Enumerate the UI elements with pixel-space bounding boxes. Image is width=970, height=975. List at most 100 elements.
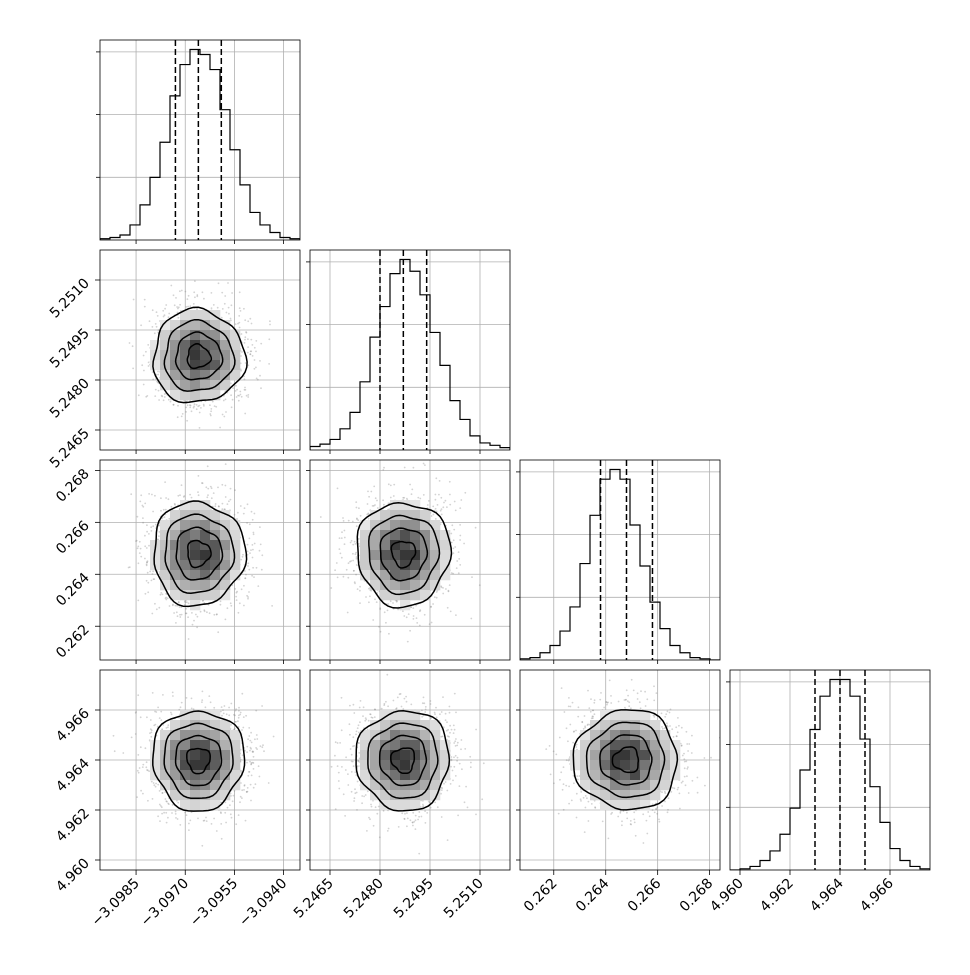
scatter-point	[211, 307, 213, 309]
scatter-point	[146, 563, 148, 565]
scatter-point	[240, 559, 242, 561]
scatter-point	[243, 308, 245, 310]
scatter-point	[248, 364, 250, 366]
density-bin	[200, 390, 210, 400]
scatter-point	[356, 558, 358, 560]
scatter-point	[238, 395, 240, 397]
scatter-point	[146, 531, 148, 533]
scatter-point	[179, 494, 181, 496]
scatter-point	[459, 535, 461, 537]
scatter-point	[190, 405, 192, 407]
scatter-point	[253, 533, 255, 535]
scatter-point	[179, 614, 181, 616]
scatter-point	[359, 586, 361, 588]
scatter-point	[154, 495, 156, 497]
scatter-point	[162, 594, 164, 596]
scatter-point	[230, 499, 232, 501]
scatter-point	[147, 344, 149, 346]
scatter-point	[226, 312, 228, 314]
scatter-point	[156, 326, 158, 328]
scatter-point	[193, 620, 195, 622]
scatter-point	[417, 497, 419, 499]
scatter-point	[360, 515, 362, 517]
scatter-point	[196, 308, 198, 310]
scatter-point	[188, 638, 190, 640]
density-bin	[180, 380, 190, 390]
density-bin	[180, 560, 190, 570]
scatter-point	[173, 404, 175, 406]
density-bin	[190, 340, 200, 350]
scatter-point	[191, 612, 193, 614]
scatter-point	[205, 486, 207, 488]
scatter-point	[246, 395, 248, 397]
scatter-point	[259, 375, 261, 377]
scatter-point	[187, 404, 189, 406]
scatter-point	[164, 516, 166, 518]
scatter-point	[255, 340, 257, 342]
density-bin	[180, 580, 190, 590]
scatter-point	[351, 540, 353, 542]
scatter-point	[225, 619, 227, 621]
scatter-point	[147, 582, 149, 584]
scatter-point	[130, 493, 132, 495]
scatter-point	[411, 489, 413, 491]
scatter-point	[145, 351, 147, 353]
scatter-point	[187, 616, 189, 618]
scatter-point	[135, 540, 137, 542]
scatter-point	[419, 609, 421, 611]
scatter-point	[196, 295, 198, 297]
scatter-point	[146, 547, 148, 549]
scatter-point	[194, 280, 196, 282]
scatter-point	[344, 530, 346, 532]
scatter-point	[257, 585, 259, 587]
scatter-point	[437, 504, 439, 506]
scatter-point	[261, 554, 263, 556]
scatter-point	[456, 567, 458, 569]
scatter-point	[249, 318, 251, 320]
scatter-point	[397, 609, 399, 611]
scatter-point	[247, 396, 249, 398]
scatter-point	[445, 500, 447, 502]
density-bin	[150, 340, 160, 350]
scatter-point	[185, 291, 187, 293]
scatter-point	[247, 562, 249, 564]
scatter-point	[197, 491, 199, 493]
scatter-point	[160, 497, 162, 499]
scatter-point	[174, 304, 176, 306]
scatter-point	[320, 516, 322, 518]
scatter-point	[186, 420, 188, 422]
scatter-point	[206, 611, 208, 613]
scatter-point	[355, 553, 357, 555]
scatter-point	[156, 311, 158, 313]
scatter-point	[200, 407, 202, 409]
scatter-point	[344, 543, 346, 545]
scatter-point	[162, 310, 164, 312]
scatter-point	[393, 484, 395, 486]
scatter-point	[158, 399, 160, 401]
scatter-point	[182, 413, 184, 415]
scatter-point	[194, 296, 196, 298]
scatter-point	[176, 306, 178, 308]
scatter-point	[139, 541, 141, 543]
scatter-point	[230, 394, 232, 396]
scatter-point	[435, 499, 437, 501]
scatter-point	[158, 535, 160, 537]
scatter-point	[235, 596, 237, 598]
scatter-point	[459, 507, 461, 509]
scatter-point	[368, 518, 370, 520]
scatter-point	[173, 294, 175, 296]
scatter-point	[268, 338, 270, 340]
scatter-point	[247, 598, 249, 600]
scatter-point	[470, 618, 472, 620]
scatter-point	[214, 405, 216, 407]
scatter-point	[213, 304, 215, 306]
scatter-point	[248, 569, 250, 571]
scatter-point	[154, 332, 156, 334]
scatter-point	[137, 600, 139, 602]
scatter-point	[179, 304, 181, 306]
scatter-point	[449, 584, 451, 586]
scatter-point	[204, 610, 206, 612]
scatter-point	[423, 494, 425, 496]
scatter-point	[181, 416, 183, 418]
